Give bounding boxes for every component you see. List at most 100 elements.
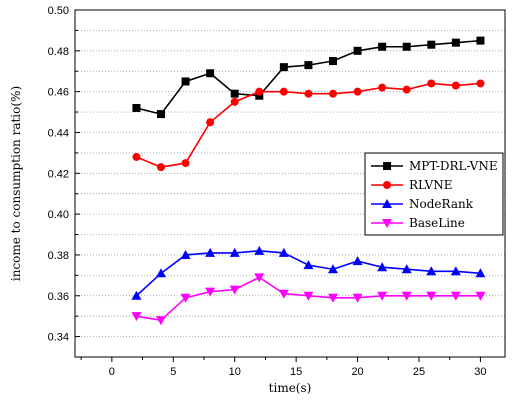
data-point [157, 163, 165, 172]
data-point [229, 285, 240, 295]
data-point [181, 159, 190, 168]
y-axis-label: income to consumption ratio(%) [9, 86, 23, 281]
data-point [450, 266, 461, 276]
y-tick-label: 0.38 [48, 250, 69, 262]
data-point [303, 260, 314, 270]
x-tick-label: 0 [109, 366, 115, 378]
data-point [132, 103, 141, 112]
data-point [304, 89, 313, 98]
data-point [279, 63, 288, 72]
legend-entry: RLVNE [371, 178, 453, 192]
y-tick-label: 0.44 [48, 127, 69, 139]
data-point [254, 273, 265, 283]
series-mpt-drl-vne [132, 36, 485, 119]
legend-label: BaseLine [409, 216, 465, 230]
data-point [377, 262, 388, 272]
data-point [475, 268, 486, 278]
data-point [476, 79, 485, 88]
data-point [451, 81, 460, 90]
data-point [353, 87, 362, 96]
data-point [352, 293, 363, 303]
data-point [205, 287, 216, 297]
data-point [303, 291, 314, 301]
x-tick-label: 15 [290, 366, 302, 378]
legend-label: MPT-DRL-VNE [409, 159, 498, 173]
data-point [206, 118, 215, 127]
data-point [450, 291, 461, 301]
data-point [475, 291, 486, 301]
data-point [229, 247, 240, 257]
data-point [329, 57, 337, 66]
series-line [136, 39, 481, 116]
y-tick-label: 0.48 [48, 46, 69, 58]
series-noderank [131, 245, 486, 300]
legend-label: RLVNE [409, 178, 453, 192]
data-point [401, 264, 412, 274]
data-point [352, 256, 363, 266]
data-point [426, 266, 437, 276]
x-tick-label: 30 [474, 366, 486, 378]
data-point [328, 264, 338, 274]
legend-entry: NodeRank [371, 197, 474, 211]
data-point [328, 293, 338, 303]
y-tick-label: 0.40 [48, 209, 69, 221]
y-tick-label: 0.50 [48, 5, 69, 17]
data-point [278, 247, 289, 257]
plot-frame [74, 9, 506, 358]
data-point [279, 87, 288, 96]
data-point [181, 77, 190, 86]
x-tick-label: 25 [413, 366, 425, 378]
data-point [378, 83, 387, 92]
legend-marker [383, 162, 391, 170]
legend: MPT-DRL-VNE RLVNE NodeRank BaseLine [364, 152, 504, 236]
x-tick-label: 10 [229, 366, 241, 378]
data-point [255, 87, 264, 96]
y-tick-label: 0.42 [48, 168, 69, 180]
data-point [378, 42, 387, 51]
legend-label: NodeRank [409, 197, 474, 211]
legend-entry: BaseLine [371, 216, 465, 230]
data-point [476, 36, 485, 45]
data-point [131, 290, 142, 300]
data-point [132, 152, 141, 161]
legend-marker [383, 181, 391, 189]
data-point [427, 40, 436, 49]
x-axis-label: time(s) [269, 381, 312, 395]
data-point [156, 268, 166, 278]
legend-entry: MPT-DRL-VNE [371, 159, 498, 173]
data-point [205, 247, 216, 257]
data-point [304, 61, 313, 70]
data-point [329, 89, 337, 98]
data-point [427, 79, 436, 88]
data-point [401, 291, 412, 301]
data-point [180, 249, 191, 259]
x-tick-label: 20 [351, 366, 363, 378]
series-baseline [131, 273, 486, 326]
data-point [278, 289, 289, 299]
x-tick-label: 5 [170, 366, 176, 378]
data-point [230, 89, 239, 98]
data-point [131, 312, 142, 322]
data-point [230, 97, 239, 106]
data-point [255, 91, 264, 100]
y-tick-label: 0.34 [48, 332, 69, 344]
data-point [451, 38, 460, 47]
series-rlvne [132, 79, 485, 172]
data-point [402, 85, 411, 94]
legend-marker [382, 199, 392, 208]
data-point [426, 291, 437, 301]
data-point [156, 316, 166, 326]
y-tick-label: 0.36 [48, 291, 69, 303]
axis-ticks: 0.34 0.36 0.38 0.40 0.42 0.44 0.46 0.48 0.50 0 5 10… [48, 5, 487, 378]
legend-marker [382, 219, 392, 228]
series-lines [131, 36, 486, 326]
data-point [353, 46, 362, 55]
data-point [402, 42, 411, 51]
data-point [377, 291, 388, 301]
y-tick-label: 0.46 [48, 87, 69, 99]
data-point [254, 245, 265, 255]
data-point [180, 293, 191, 303]
data-point [157, 110, 165, 119]
data-point [206, 69, 215, 78]
